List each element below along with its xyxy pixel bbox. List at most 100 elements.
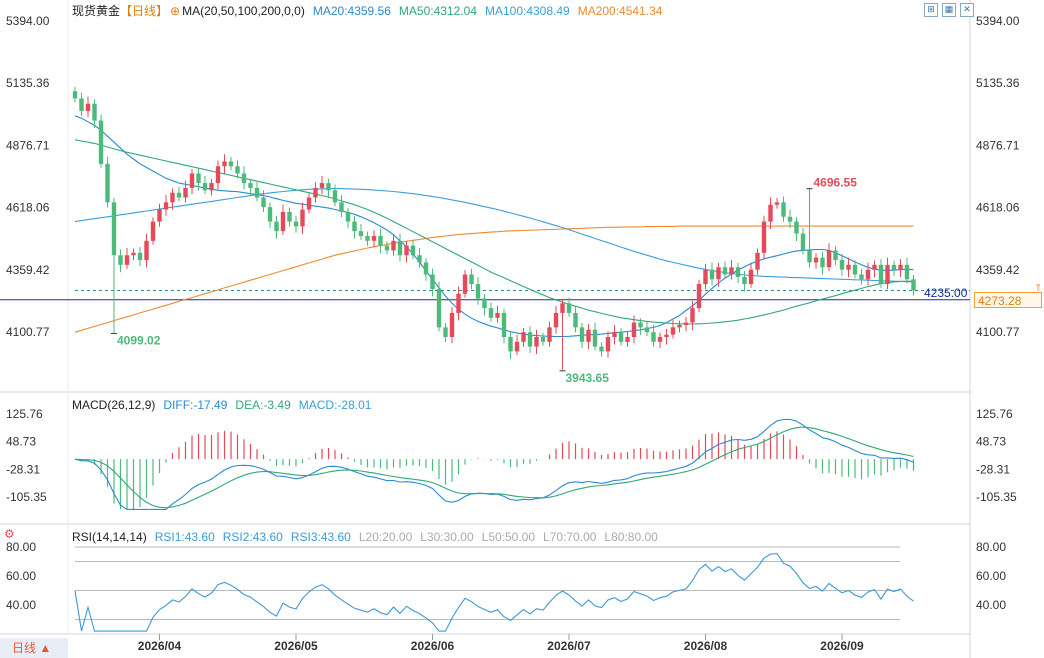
candle-body — [378, 235, 383, 246]
rsi-settings-icon[interactable]: ⚙ — [4, 527, 15, 541]
candle-body — [72, 91, 78, 99]
candlestick-layer[interactable] — [72, 86, 916, 370]
candle-body — [241, 173, 247, 184]
macd-dea-line — [74, 426, 914, 509]
candle-body — [267, 207, 273, 222]
candle-body — [488, 308, 494, 318]
candle-body — [508, 336, 513, 352]
candle-body — [358, 231, 364, 236]
price-tick-right: 4359.42 — [976, 263, 1020, 277]
candle-body — [293, 221, 299, 227]
high-annotation: 4696.55 — [814, 176, 858, 190]
candle-body — [92, 103, 97, 121]
candle-body — [384, 245, 390, 251]
candle-body — [800, 233, 806, 251]
candle-body — [300, 209, 305, 227]
candle-body — [417, 255, 422, 263]
candle-body — [722, 267, 728, 275]
candle-body — [566, 303, 572, 313]
candle-body — [391, 240, 396, 251]
horizontal-line-label[interactable]: 4235.00 — [924, 286, 968, 300]
expand-icon[interactable]: ⊞ — [924, 3, 938, 17]
date-tick-label: 2026/09 — [820, 639, 864, 653]
candle-body — [332, 190, 338, 203]
macd-tick-left: -105.35 — [6, 490, 47, 504]
candle-body — [475, 284, 481, 299]
candle-body — [495, 312, 500, 318]
candle-body — [852, 264, 858, 275]
layout-icon[interactable]: ▦ — [942, 3, 956, 17]
price-tick-right: 4618.06 — [976, 201, 1020, 215]
candle-body — [137, 252, 143, 261]
candle-body — [105, 163, 110, 203]
candle-body — [371, 235, 377, 241]
candle-body — [592, 329, 598, 347]
candle-body — [547, 327, 552, 342]
candle-body — [657, 336, 663, 342]
price-tick-left: 5394.00 — [6, 14, 50, 28]
ma-params[interactable]: MA(20,50,100,200,0,0) — [182, 4, 305, 18]
candle-body — [313, 187, 318, 198]
candle-body — [612, 332, 617, 337]
candle-body — [716, 267, 721, 280]
ma100-value: MA100:4308.49 — [484, 4, 570, 18]
candle-body — [846, 264, 851, 270]
rsi3-value: RSI3:43.60 — [290, 530, 351, 544]
candle-body — [501, 312, 507, 337]
candle-body — [443, 327, 448, 337]
macd-dea: DEA:-3.49 — [235, 398, 291, 412]
candle-body — [878, 264, 884, 285]
candle-body — [228, 161, 234, 167]
candle-body — [709, 269, 715, 280]
period-label[interactable]: 【日线】 — [120, 4, 169, 18]
candle-body — [625, 336, 630, 342]
macd-params[interactable]: MACD(26,12,9) — [72, 398, 156, 412]
alert-icon[interactable]: ⇑ — [1034, 283, 1043, 294]
candle-body — [651, 332, 656, 342]
candle-body — [248, 183, 253, 188]
candle-body — [326, 183, 331, 191]
macd-diff: DIFF:-17.49 — [163, 398, 228, 412]
candle-body — [885, 264, 890, 285]
rsi-layer — [74, 546, 914, 632]
candle-body — [287, 211, 292, 222]
chart-type-icon[interactable] — [2, 5, 14, 17]
candle-body — [534, 336, 539, 347]
candle-body — [677, 324, 682, 328]
candle-body — [826, 250, 832, 268]
candle-body — [683, 322, 689, 325]
macd-value: MACD:-28.01 — [298, 398, 372, 412]
low-annotation: 4099.02 — [117, 333, 161, 347]
date-tick-label: 2026/04 — [138, 639, 182, 653]
candle-body — [742, 276, 747, 285]
candle-body — [781, 202, 786, 217]
rsi-params[interactable]: RSI(14,14,14) — [72, 530, 147, 544]
candle-body — [631, 322, 637, 337]
macd-tick-left: 48.73 — [6, 435, 36, 449]
candle-body — [352, 221, 357, 232]
candle-body — [748, 269, 754, 285]
last-price-tag: 4273.28 — [974, 292, 1042, 308]
rsi-tick-right: 80.00 — [976, 540, 1006, 554]
ma200-value: MA200:4541.34 — [577, 4, 663, 18]
symbol-name: 现货黄金 — [72, 4, 121, 18]
settings-icon[interactable]: ⊕ — [170, 4, 181, 18]
low-annotation: 3943.65 — [566, 371, 610, 385]
rsi-l50: L50:50.00 — [481, 530, 536, 544]
period-selector-button[interactable]: 日线 ▲ — [0, 638, 68, 658]
candle-body — [183, 187, 188, 198]
candle-body — [768, 204, 773, 222]
candle-body — [820, 257, 825, 268]
ma50-value: MA50:4312.04 — [398, 4, 477, 18]
candle-body — [118, 255, 123, 265]
candle-body — [729, 267, 734, 275]
candle-body — [664, 334, 669, 337]
date-tick-label: 2026/05 — [274, 639, 318, 653]
candle-body — [215, 166, 221, 184]
candle-body — [163, 202, 169, 210]
candle-body — [196, 173, 201, 184]
close-icon[interactable]: ✕ — [960, 3, 974, 17]
price-tick-right: 4876.71 — [976, 138, 1020, 152]
candle-body — [170, 192, 175, 203]
candle-body — [586, 329, 591, 342]
